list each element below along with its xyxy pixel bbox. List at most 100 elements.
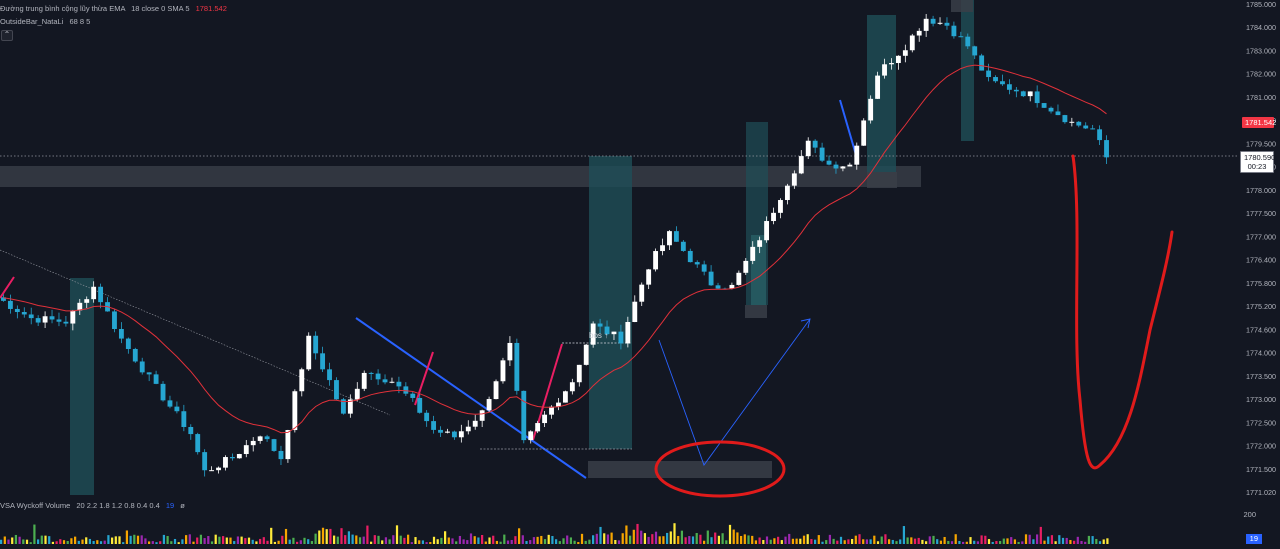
candle-body (195, 434, 201, 453)
candle-body (389, 381, 395, 383)
volume-bar (943, 536, 946, 544)
candle-body (646, 269, 652, 285)
volume-bar (688, 536, 691, 544)
volume-bar (543, 539, 547, 544)
volume-bar (928, 536, 931, 544)
volume-bar (806, 534, 809, 544)
outsidebar-legend[interactable]: OutsideBar_NataLi 68 8 5 (0, 17, 90, 27)
volume-bar (851, 538, 854, 544)
price-tick-label: 1771.020 (1246, 488, 1276, 497)
volume-bar (296, 541, 299, 544)
volume-bar (373, 535, 376, 544)
volume-bar (1061, 537, 1065, 544)
volume-legend[interactable]: VSA Wyckoff Volume 20 2.2 1.8 1.2 0.8 0.… (0, 501, 185, 511)
price-tick-label: 1777.000 (1246, 232, 1276, 241)
volume-bar (236, 536, 240, 544)
volume-bar (980, 535, 983, 544)
price-tick-label: 1785.000 (1246, 0, 1276, 9)
candle-body (174, 406, 180, 412)
volume-bar (259, 538, 262, 544)
candle-body (188, 426, 194, 435)
candle-body (229, 457, 235, 459)
ema-legend[interactable]: Đường trung bình cộng lũy thừa EMA 18 cl… (0, 4, 227, 14)
volume-bar (1058, 535, 1061, 544)
volume-bar (606, 534, 610, 544)
volume-bar (96, 540, 99, 544)
volume-bar (714, 532, 717, 544)
candle-body (542, 414, 548, 424)
crosshair-price-tag: 1780.590 00:23 (1240, 151, 1275, 173)
red-curve-drawing (1071, 154, 1174, 470)
candle-body (653, 251, 659, 270)
volume-bar (366, 525, 369, 544)
volume-bar (1065, 537, 1068, 544)
volume-bar (614, 539, 617, 544)
red-circle-drawing (654, 440, 786, 498)
candle-body (424, 412, 430, 422)
candle-body (701, 264, 707, 272)
volume-bar (407, 534, 410, 544)
volume-bar (765, 536, 769, 544)
candle-body (639, 284, 645, 302)
collapse-legend-button[interactable]: ⌃ (1, 30, 13, 41)
volume-bar (40, 535, 43, 544)
volume-bar (51, 541, 55, 544)
volume-bar (173, 538, 177, 544)
volume-bar (188, 534, 191, 544)
volume-bar (773, 538, 776, 544)
volume-bar (122, 542, 125, 544)
volume-bar (266, 540, 269, 544)
candle-body (805, 140, 811, 157)
volume-bar (14, 534, 18, 544)
projection-arrowhead (800, 318, 811, 329)
volume-bar (225, 537, 228, 544)
volume-bar (29, 542, 32, 544)
candle-body (340, 399, 346, 414)
volume-bar (610, 532, 613, 544)
candle-body (167, 400, 173, 407)
candle-body (930, 18, 936, 24)
candle-body (597, 323, 603, 327)
eye-off-icon[interactable]: ø (180, 501, 185, 510)
volume-bar (518, 528, 521, 544)
volume-bar (1054, 541, 1057, 544)
candle-body (368, 372, 374, 374)
volume-bar (159, 541, 162, 544)
candle-body (7, 300, 13, 309)
price-tick-label: 1783.000 (1246, 46, 1276, 55)
volume-bar (529, 540, 532, 544)
volume-bar (710, 537, 713, 544)
candle-body (236, 454, 242, 459)
candle-body (334, 380, 339, 400)
candle-body (1062, 115, 1068, 123)
volume-bar (462, 539, 465, 544)
candle-body (118, 329, 124, 339)
candle-body (549, 406, 554, 415)
volume-bar (962, 541, 965, 544)
volume-bar (1032, 539, 1035, 544)
axis-background (1240, 0, 1280, 549)
price-tick-label: 1774.000 (1246, 349, 1276, 358)
candle-body (91, 286, 97, 300)
candle-body (458, 431, 464, 438)
price-tick-label: 1776.400 (1246, 256, 1276, 265)
volume-bar (717, 535, 721, 544)
volume-bar (854, 535, 857, 544)
volume-bar (843, 540, 846, 544)
candle-body (625, 322, 631, 344)
volume-bar (377, 535, 380, 544)
volume-bar (691, 536, 695, 544)
candle-body (1034, 91, 1040, 104)
price-tick-label: 1773.500 (1246, 372, 1276, 381)
demand-zone-top (0, 166, 921, 187)
volume-bar (939, 540, 943, 544)
volume-bar (780, 540, 783, 544)
candle-body (909, 35, 915, 51)
volume-bar (558, 541, 561, 544)
price-tick-label: 1772.000 (1246, 442, 1276, 451)
volume-bar (114, 536, 117, 544)
volume-bar (1084, 541, 1087, 544)
volume-bar (162, 534, 166, 544)
volume-bar (540, 535, 543, 544)
